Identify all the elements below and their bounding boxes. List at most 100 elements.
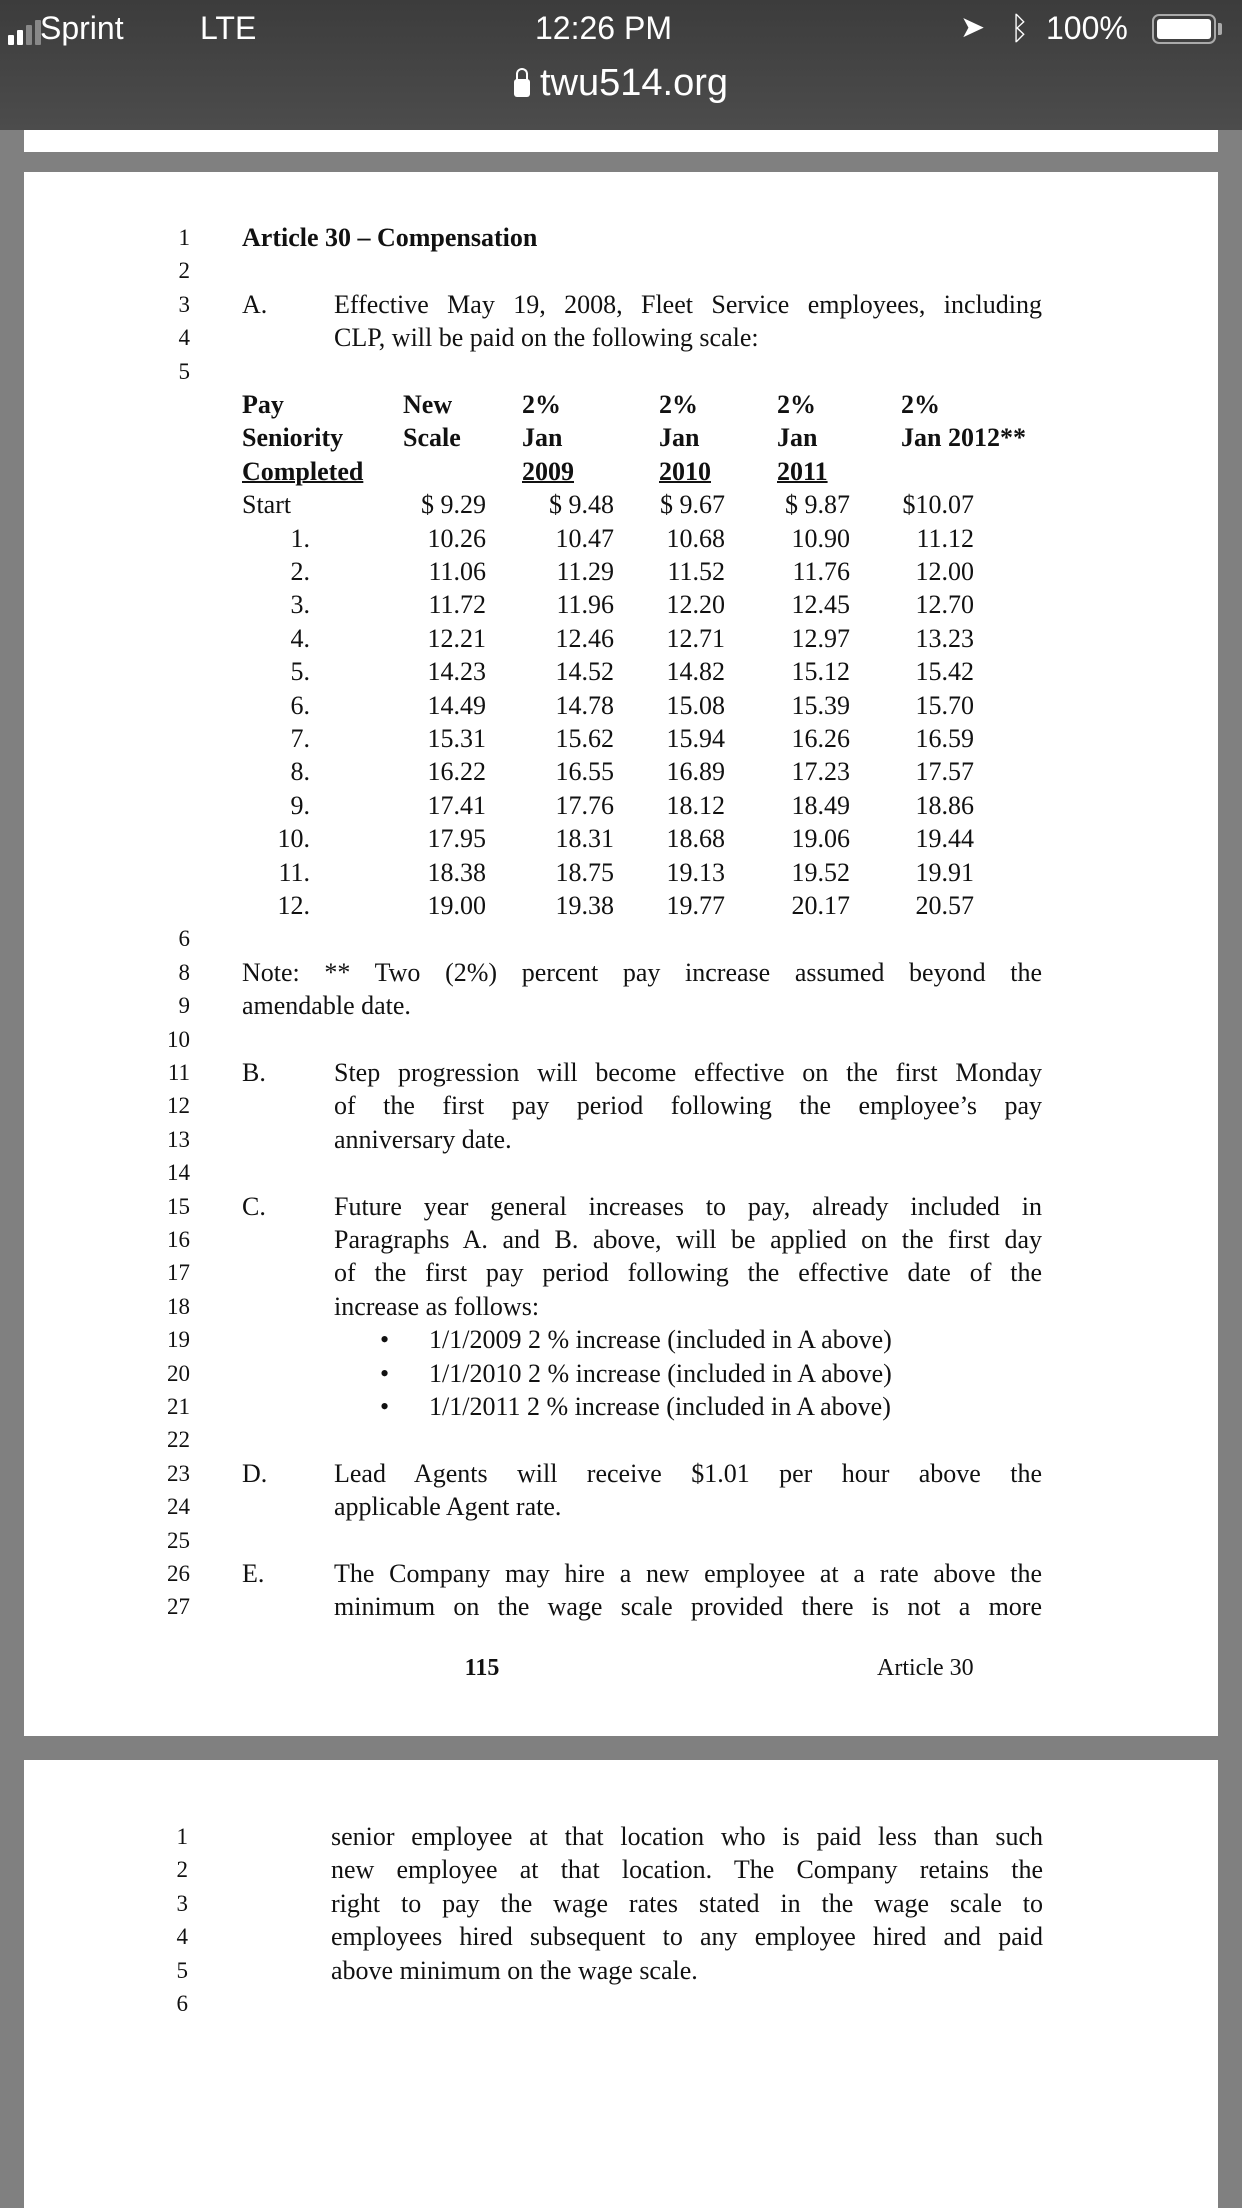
table-cell: 15.12: [791, 657, 851, 687]
column-header: Pay: [242, 390, 284, 419]
table-cell: 15.62: [555, 724, 615, 753]
line-number: 5: [178, 358, 191, 384]
table-cell: 10.47: [555, 523, 615, 553]
line-number: 20: [167, 1360, 190, 1386]
line-number: 5: [176, 1957, 189, 1983]
battery-tip: [1218, 23, 1222, 35]
paragraph-text: minimum on the wage scale provided there…: [334, 1592, 1042, 1622]
table-cell: 14.23: [427, 657, 487, 687]
paragraph-text: senior employee at that location who is …: [331, 1822, 1043, 1851]
table-cell: 19.13: [666, 857, 726, 887]
document-line: 2: [24, 254, 1218, 287]
document-line: 26 E. The Company may hire a new employee …: [24, 1557, 1218, 1590]
column-header: Jan: [522, 423, 563, 453]
table-cell: 11.72: [428, 590, 486, 620]
table-cell: 12.21: [427, 623, 487, 653]
table-row: 9. 17.41 17.76 18.12 18.49 18.86: [24, 789, 1218, 822]
table-cell: 7.: [290, 724, 311, 753]
table-cell: $10.07: [902, 490, 975, 520]
paragraph-label: D.: [242, 1458, 268, 1488]
table-cell: 3.: [290, 590, 311, 620]
row-label: Start: [242, 490, 292, 520]
paragraph-text: increase as follows:: [334, 1291, 540, 1321]
table-cell: 14.78: [555, 690, 615, 720]
table-row: 11. 18.38 18.75 19.13 19.52 19.91: [24, 856, 1218, 889]
paragraph-text: applicable Agent rate.: [334, 1492, 562, 1522]
table-cell: 6.: [290, 690, 311, 720]
document-line: 10: [24, 1023, 1218, 1056]
table-cell: 13.23: [915, 623, 975, 653]
line-number: 8: [178, 959, 191, 985]
table-cell: 19.00: [427, 891, 487, 920]
column-header: Jan: [777, 423, 818, 453]
paragraph-text: The Company may hire a new employee at a…: [334, 1559, 1042, 1588]
note-text: Note: ** Two (2%) percent pay increase a…: [242, 957, 1042, 987]
section-heading: Article 30 – Compensation: [242, 223, 538, 252]
table-cell: $ 9.87: [785, 490, 850, 520]
table-cell: 14.82: [666, 657, 726, 687]
paragraph-text: of the first pay period following the ef…: [334, 1258, 1042, 1288]
footer-article: Article 30: [877, 1655, 974, 1681]
document-page-115: 115 Article 30 1 Article 30 – Compensatio…: [24, 172, 1218, 1736]
table-cell: 18.86: [915, 790, 975, 820]
clock: 12:26 PM: [535, 10, 672, 46]
table-cell: 17.76: [555, 790, 615, 820]
table-cell: 11.29: [556, 557, 614, 586]
line-number: 19: [167, 1327, 190, 1353]
table-cell: 15.08: [666, 690, 726, 720]
paragraph-text: Effective May 19, 2008, Fleet Service em…: [334, 289, 1042, 319]
line-number: 10: [167, 1026, 190, 1052]
table-cell: 14.49: [427, 690, 487, 720]
document-line: 17 of the first pay period following the …: [24, 1256, 1218, 1289]
line-number: 2: [178, 258, 191, 284]
line-number: 22: [167, 1427, 190, 1453]
table-header-row: Pay New 2% 2% 2% 2%: [24, 388, 1218, 421]
document-line: 27 minimum on the wage scale provided the…: [24, 1590, 1218, 1623]
table-cell: 19.06: [791, 824, 851, 854]
table-cell: 18.31: [555, 824, 615, 854]
table-cell: 18.38: [427, 857, 487, 887]
table-cell: 10.26: [427, 523, 487, 553]
line-number: 11: [167, 1060, 190, 1085]
lock-icon: [513, 68, 530, 97]
table-cell: 19.52: [791, 857, 851, 887]
table-cell: 12.97: [791, 623, 851, 653]
paragraph-label: A.: [242, 289, 268, 319]
table-cell: 1.: [290, 523, 311, 553]
line-number: 18: [167, 1293, 190, 1319]
table-row: 8. 16.22 16.55 16.89 17.23 17.57: [24, 755, 1218, 788]
document-line: 11 B. Step progression will become effecti…: [24, 1056, 1218, 1089]
line-number: 21: [167, 1394, 190, 1419]
document-line: 2 new employee at that location. The Comp…: [24, 1853, 1218, 1886]
previous-page-edge: [24, 130, 1218, 152]
table-cell: 11.12: [916, 523, 974, 553]
table-cell: 17.41: [427, 790, 487, 820]
document-line: 8 Note: ** Two (2%) percent pay increase …: [24, 956, 1218, 989]
document-line: 23 D. Lead Agents will receive $1.01 per h…: [24, 1457, 1218, 1490]
document-line: 24 applicable Agent rate.: [24, 1490, 1218, 1523]
bullet-icon: •: [380, 1392, 390, 1421]
document-line: 9 amendable date.: [24, 989, 1218, 1022]
line-number: 23: [167, 1460, 190, 1486]
table-cell: 15.31: [427, 724, 487, 753]
table-row: 4. 12.21 12.46 12.71 12.97 13.23: [24, 622, 1218, 655]
document-line: 22: [24, 1423, 1218, 1456]
document-page-116: 1 senior employee at that location who is…: [24, 1760, 1218, 2208]
table-cell: 12.: [277, 891, 311, 920]
table-cell: 12.71: [666, 623, 726, 653]
url-text: twu514.org: [539, 62, 728, 104]
document-line: 18 increase as follows:: [24, 1290, 1218, 1323]
column-header: 2%: [901, 390, 940, 419]
table-cell: 11.06: [428, 557, 486, 586]
address-bar[interactable]: twu514.org: [0, 62, 1242, 105]
column-header: Completed: [242, 456, 364, 486]
bullet-icon: •: [380, 1358, 390, 1388]
paragraph-text: above minimum on the wage scale.: [331, 1955, 698, 1985]
table-header-row: Completed 2009 2010 2011: [24, 455, 1218, 488]
document-line: 21 • 1/1/2011 2 % increase (included in A …: [24, 1390, 1218, 1423]
document-line: 13 anniversary date.: [24, 1123, 1218, 1156]
table-row: 2. 11.06 11.29 11.52 11.76 12.00: [24, 555, 1218, 588]
paragraph-text: Future year general increases to pay, al…: [334, 1191, 1042, 1221]
document-line: 3 right to pay the wage rates stated in t…: [24, 1887, 1218, 1920]
location-arrow-icon: ➤: [960, 11, 986, 44]
